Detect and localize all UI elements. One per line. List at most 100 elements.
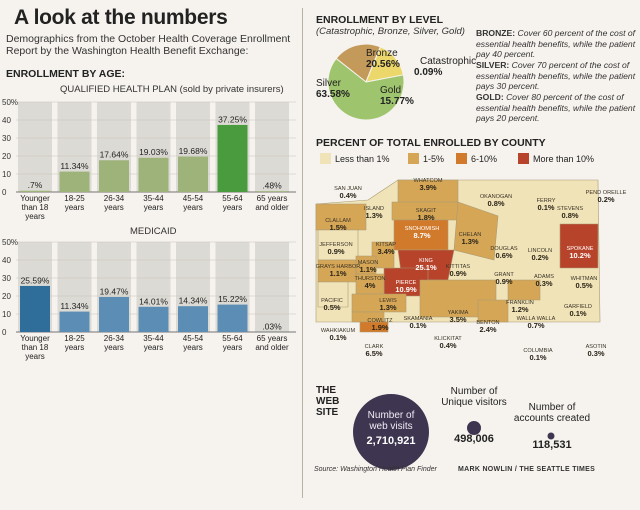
qhp-category-label: years bbox=[144, 203, 164, 212]
medicaid-category-label: 35-44 bbox=[143, 334, 164, 343]
qhp-category-label: 18-25 bbox=[64, 194, 85, 203]
county-name-label: CLALLAM bbox=[325, 218, 351, 224]
gold-definition-text: Cover 80 percent of the cost of essentia… bbox=[476, 92, 636, 123]
unique-visitors-value: 498,006 bbox=[454, 433, 494, 445]
pie-label-silver: Silver bbox=[316, 78, 342, 89]
medicaid-bar bbox=[138, 306, 169, 332]
county-value-label: 0.9% bbox=[449, 269, 466, 278]
qhp-y-tick: 50% bbox=[2, 98, 18, 107]
qhp-y-tick: 40 bbox=[2, 116, 11, 125]
medicaid-data-label: .03% bbox=[262, 321, 282, 331]
web-visits-value: 2,710,921 bbox=[366, 435, 416, 447]
county-name-label: YAKIMA bbox=[448, 310, 469, 316]
enrollment-by-level-heading: ENROLLMENT BY LEVEL bbox=[316, 14, 443, 26]
qhp-category-label: Younger bbox=[20, 194, 50, 203]
unique-visitors-stat: Number of Unique visitors 498,006 bbox=[428, 386, 520, 445]
medicaid-data-label: 19.47% bbox=[100, 286, 129, 296]
qhp-category-label: 55-64 bbox=[222, 194, 243, 203]
county-lewis bbox=[351, 293, 407, 313]
medicaid-category-label: than 18 bbox=[22, 343, 49, 352]
gold-definition-label: GOLD: bbox=[476, 92, 504, 102]
qhp-category-label: years bbox=[223, 203, 243, 212]
web-site-heading: THE WEB SITE bbox=[316, 385, 339, 418]
county-value-label: 1.1% bbox=[359, 265, 376, 274]
qhp-bar bbox=[138, 157, 169, 192]
web-visits-label-2: web visits bbox=[369, 421, 413, 432]
qhp-data-label: 19.03% bbox=[139, 147, 168, 157]
qhp-data-label: 37.25% bbox=[218, 114, 247, 124]
county-value-label: 1.1% bbox=[329, 269, 346, 278]
county-name-label: LEWIS bbox=[379, 298, 397, 304]
county-value-label: 0.8% bbox=[561, 211, 578, 220]
qhp-bar bbox=[20, 190, 50, 192]
county-legend: Less than 1% 1-5% 6-10% More than 10% bbox=[320, 153, 594, 164]
county-value-label: 0.1% bbox=[409, 321, 426, 330]
county-value-label: 0.1% bbox=[537, 203, 554, 212]
county-name-label: OKANOGAN bbox=[480, 194, 512, 200]
qhp-column-bg bbox=[18, 102, 52, 192]
county-value-label: 6.5% bbox=[365, 349, 382, 358]
county-clallam bbox=[315, 203, 367, 231]
county-name-label: SAN JUAN bbox=[334, 186, 362, 192]
medicaid-category-label: 45-54 bbox=[183, 334, 204, 343]
pie-label-catastrophic: Catastrophic bbox=[420, 56, 476, 67]
source-credit: Source: Washington Health Plan Finder bbox=[314, 466, 437, 473]
accounts-created-stat: Number of accounts created 118,531 bbox=[506, 402, 598, 451]
medicaid-bar bbox=[20, 285, 50, 332]
county-name-label: CHELAN bbox=[459, 232, 482, 238]
qhp-y-tick: 20 bbox=[2, 152, 11, 161]
county-value-label: 0.2% bbox=[531, 253, 548, 262]
accounts-created-value: 118,531 bbox=[532, 439, 572, 451]
county-name-label: GRAYS HARBOR bbox=[316, 264, 361, 270]
medicaid-y-tick: 10 bbox=[2, 310, 11, 319]
county-name-label: SKAMANIA bbox=[404, 316, 433, 322]
qhp-category-label: 26-34 bbox=[104, 194, 125, 203]
pie-value-silver: 63.58% bbox=[316, 89, 350, 100]
legend-label: 6-10% bbox=[471, 154, 497, 164]
qhp-data-label: .7% bbox=[28, 180, 43, 190]
pie-label-bronze: Bronze bbox=[366, 48, 398, 59]
qhp-bar bbox=[99, 160, 129, 192]
web-visits-bubble bbox=[353, 394, 429, 470]
web-site-heading-line1: THE bbox=[316, 385, 336, 396]
bronze-definition-text: Cover 60 percent of the cost of essentia… bbox=[476, 28, 636, 59]
medicaid-category-label: Younger bbox=[20, 334, 50, 343]
medicaid-column-bg bbox=[255, 242, 289, 332]
legend-swatch bbox=[456, 153, 467, 164]
silver-definition-text: Cover 70 percent of the cost of essentia… bbox=[476, 60, 636, 91]
medicaid-category-label: 18-25 bbox=[64, 334, 85, 343]
pie-slice-bronze bbox=[335, 43, 382, 83]
bronze-definition: BRONZE: Cover 60 percent of the cost of … bbox=[476, 28, 640, 60]
county-value-label: 0.9% bbox=[495, 277, 512, 286]
medicaid-bar bbox=[99, 296, 129, 332]
county-name-label: GARFIELD bbox=[564, 304, 592, 310]
county-value-label: 1.5% bbox=[329, 223, 346, 232]
county-value-label: 1.9% bbox=[371, 323, 388, 332]
pie-value-catastrophic: 0.09% bbox=[414, 67, 442, 78]
medicaid-category-label: years bbox=[104, 343, 124, 352]
qhp-column-bg bbox=[255, 102, 289, 192]
legend-label: 1-5% bbox=[423, 154, 444, 164]
page-subtitle: Demographics from the October Health Cov… bbox=[6, 33, 291, 57]
qhp-y-tick: 30 bbox=[2, 134, 11, 143]
county-name-label: LINCOLN bbox=[528, 248, 552, 254]
county-name-label: ADAMS bbox=[534, 274, 554, 280]
silver-definition: SILVER: Cover 70 percent of the cost of … bbox=[476, 60, 640, 92]
legend-label: Less than 1% bbox=[335, 154, 390, 164]
county-name-label: FERRY bbox=[537, 198, 556, 204]
county-value-label: 2.4% bbox=[479, 325, 496, 334]
county-name-label: WHITMAN bbox=[571, 276, 598, 282]
medicaid-category-label: 55-64 bbox=[222, 334, 243, 343]
qhp-category-label: 65 years bbox=[257, 194, 288, 203]
county-name-label: DOUGLAS bbox=[490, 246, 518, 252]
county-name-label: CLARK bbox=[365, 344, 384, 350]
qhp-category-label: 35-44 bbox=[143, 194, 164, 203]
county-name-label: JEFFERSON bbox=[319, 242, 352, 248]
county-value-label: 3.5% bbox=[449, 315, 466, 324]
enrollment-by-age-heading: ENROLLMENT BY AGE: bbox=[6, 68, 126, 80]
column-divider bbox=[302, 8, 303, 498]
qhp-data-label: 11.34% bbox=[60, 161, 89, 171]
county-value-label: 0.1% bbox=[329, 333, 346, 342]
medicaid-data-label: 14.01% bbox=[139, 296, 168, 306]
